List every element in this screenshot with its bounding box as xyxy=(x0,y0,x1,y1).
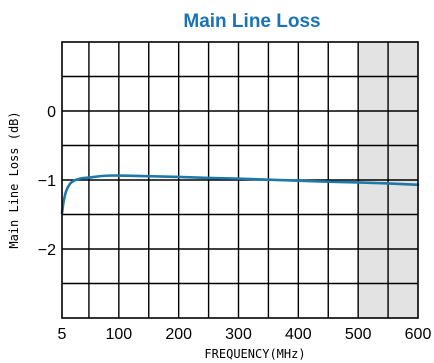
grid-layer xyxy=(62,42,418,318)
series-line-0 xyxy=(60,174,420,215)
y-axis-label: Main Line Loss (dB) xyxy=(7,111,21,248)
x-tick-label: 100 xyxy=(105,326,132,343)
plot-frame xyxy=(61,41,419,319)
x-tick-label: 500 xyxy=(345,326,372,343)
x-tick-label: 300 xyxy=(225,326,252,343)
x-axis-label: FREQUENCY(MHz) xyxy=(204,347,305,361)
y-tick-label: −1 xyxy=(38,173,56,190)
chart-title: Main Line Loss xyxy=(183,11,320,32)
x-tick-label: 5 xyxy=(58,326,67,343)
series-layer xyxy=(60,174,420,215)
y-tick-label: −2 xyxy=(38,242,56,259)
y-tick-label: 0 xyxy=(47,104,56,121)
x-tick-labels: 5 100 200 300 400 500 600 xyxy=(58,326,432,343)
y-tick-labels: 0 −1 −2 xyxy=(38,104,56,259)
x-tick-label: 600 xyxy=(405,326,432,343)
x-tick-label: 200 xyxy=(165,326,192,343)
x-tick-label: 400 xyxy=(285,326,312,343)
